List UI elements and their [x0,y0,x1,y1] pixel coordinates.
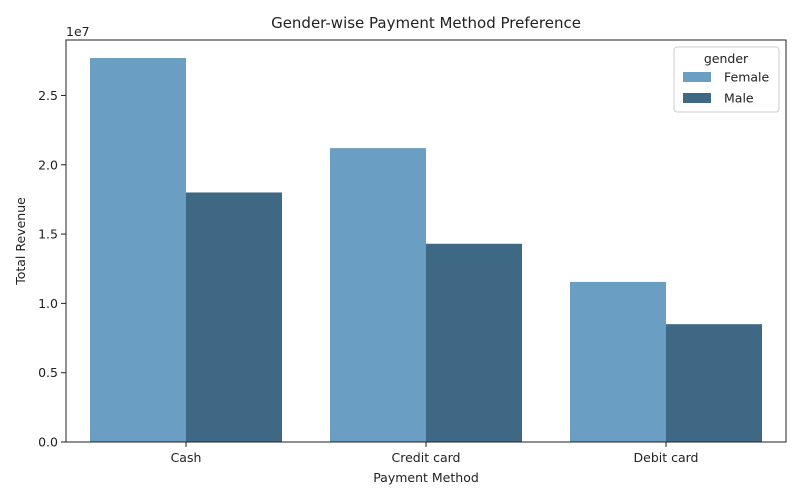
y-axis-offset-label: 1e7 [66,24,90,39]
y-tick-label: 1.0 [38,296,58,311]
plot-frame [65,39,787,443]
legend-title: gender [704,51,749,66]
y-tick-label: 1.5 [38,227,58,242]
bars-group [90,58,762,443]
chart-title: Gender-wise Payment Method Preference [271,14,581,32]
bar-male-debit-card [666,324,762,442]
bar-female-credit-card [330,148,426,442]
y-axis-title: Total Revenue [13,197,28,286]
y-tick-label: 0.5 [38,365,58,380]
legend-swatch-female [683,72,711,82]
x-tick-label: Credit card [392,450,461,465]
x-tick-label: Cash [171,450,202,465]
y-axis-ticks: 0.0 0.5 1.0 1.5 2.0 2.5 [38,88,66,450]
legend-label-female: Female [724,70,770,85]
y-tick-label: 2.0 [38,157,58,172]
legend: gender Female Male [673,46,780,113]
legend-items: Female Male [683,70,770,106]
x-tick-label: Debit card [634,450,699,465]
bar-female-debit-card [570,281,666,442]
x-axis-ticks: Cash Credit card Debit card [171,442,699,465]
x-axis-title: Payment Method [373,470,479,485]
y-tick-label: 2.5 [38,88,58,103]
legend-swatch-male [683,93,711,103]
bar-female-cash [90,58,186,443]
y-tick-label: 0.0 [38,435,58,450]
bar-male-credit-card [426,243,522,442]
bar-male-cash [186,192,282,442]
legend-label-male: Male [724,91,754,106]
